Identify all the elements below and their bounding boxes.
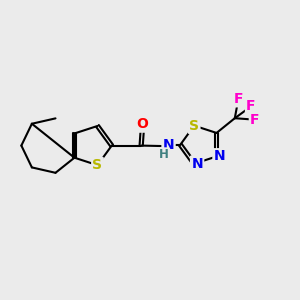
Text: N: N [163,138,174,152]
Text: F: F [246,99,256,113]
Text: F: F [234,92,243,106]
Text: N: N [214,149,225,164]
Text: S: S [92,158,103,172]
Text: S: S [189,119,199,133]
Text: H: H [159,148,169,161]
Text: F: F [250,113,260,127]
Text: N: N [191,157,203,171]
Text: O: O [137,117,148,131]
